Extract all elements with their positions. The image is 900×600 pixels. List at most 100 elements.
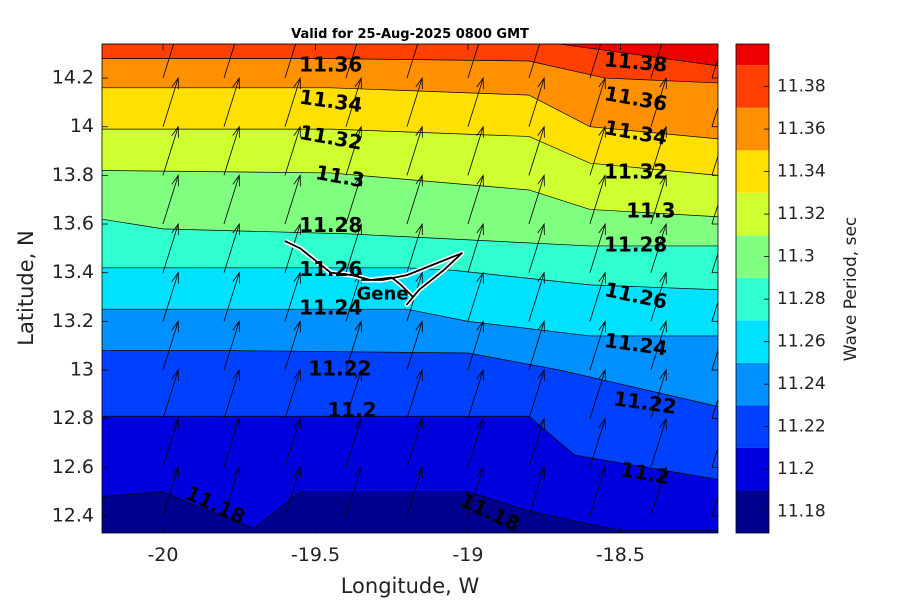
arrow-shaft bbox=[467, 272, 484, 322]
arrow-head bbox=[598, 271, 606, 284]
arrow-shaft bbox=[406, 321, 423, 371]
arrow-head bbox=[721, 78, 728, 89]
y-tick-label: 13 bbox=[70, 359, 94, 381]
contour-label: 11.26 bbox=[299, 257, 362, 281]
vector-arrow bbox=[589, 466, 606, 517]
vector-arrow bbox=[711, 349, 718, 371]
vector-arrow bbox=[406, 125, 423, 176]
colorbar-frame bbox=[735, 43, 770, 534]
arrow-shaft bbox=[223, 223, 240, 273]
arrow-shaft bbox=[711, 105, 718, 127]
contour-lines bbox=[102, 44, 718, 531]
arrow-head bbox=[721, 127, 728, 138]
vector-arrow bbox=[711, 78, 728, 127]
vector-arrow bbox=[650, 320, 667, 371]
vector-arrow bbox=[284, 76, 301, 127]
arrow-head bbox=[537, 125, 545, 138]
arrow-head bbox=[171, 125, 179, 138]
arrow-shaft bbox=[162, 467, 179, 517]
vector-arrow bbox=[589, 271, 606, 322]
arrow-shaft bbox=[589, 175, 606, 225]
arrow-head bbox=[415, 320, 423, 333]
arrow-head bbox=[354, 466, 362, 479]
arrow-head bbox=[476, 320, 484, 333]
arrow-head bbox=[354, 76, 362, 90]
arrow-shaft bbox=[467, 369, 484, 419]
y-tick-label: 12.8 bbox=[52, 407, 94, 429]
vector-arrow bbox=[223, 320, 240, 371]
contour-band bbox=[102, 170, 718, 246]
colorbar-label: Wave Period, sec bbox=[841, 217, 861, 362]
vector-arrow bbox=[345, 125, 362, 176]
vector-arrow bbox=[284, 271, 301, 322]
arrow-head bbox=[293, 466, 301, 479]
arrow-head bbox=[293, 368, 301, 382]
y-tick-label: 13.2 bbox=[52, 310, 94, 332]
vector-arrow bbox=[528, 125, 545, 176]
vector-arrow bbox=[467, 44, 480, 79]
arrow-shaft bbox=[467, 44, 480, 79]
arrow-shaft bbox=[345, 467, 362, 517]
contour-band bbox=[102, 44, 718, 83]
contour-label: 11.38 bbox=[603, 47, 668, 76]
colorbar-swatch bbox=[736, 405, 769, 448]
vector-arrow bbox=[406, 417, 423, 468]
vector-arrow bbox=[711, 57, 718, 79]
arrow-head bbox=[721, 467, 728, 478]
arrow-shaft bbox=[284, 44, 297, 79]
arrow-head bbox=[598, 125, 606, 138]
contour-band bbox=[102, 350, 718, 480]
vector-arrow bbox=[406, 76, 423, 127]
arrow-head bbox=[537, 174, 545, 187]
x-tick-label: -19 bbox=[452, 544, 483, 566]
vector-arrow bbox=[650, 222, 667, 273]
x-axis: -20 -19.5 -19 -18.5 bbox=[147, 44, 645, 566]
vector-arrow bbox=[711, 467, 728, 517]
arrow-shaft bbox=[650, 369, 667, 419]
colorbar-swatch bbox=[736, 277, 769, 321]
vector-arrow bbox=[162, 320, 179, 371]
chart-title: Valid for 25-Aug-2025 0800 GMT bbox=[291, 27, 529, 42]
arrow-shaft bbox=[589, 77, 606, 127]
vector-arrow bbox=[223, 271, 240, 322]
arrow-shaft bbox=[406, 223, 423, 273]
arrow-shaft bbox=[650, 126, 667, 176]
vector-arrow bbox=[223, 76, 240, 127]
arrow-head bbox=[293, 271, 301, 284]
arrow-shaft bbox=[162, 77, 179, 127]
vector-arrow bbox=[162, 125, 179, 176]
vector-arrow bbox=[650, 271, 667, 322]
contour-line bbox=[102, 87, 718, 140]
vector-arrow bbox=[467, 222, 484, 273]
contour-label: 11.22 bbox=[308, 357, 371, 381]
arrow-shaft bbox=[711, 397, 718, 419]
vector-arrows bbox=[162, 44, 728, 517]
colorbar-tick-label: 11.2 bbox=[777, 459, 815, 479]
arrow-shaft bbox=[345, 126, 362, 176]
colorbar-swatch bbox=[736, 192, 769, 236]
arrow-shaft bbox=[711, 349, 718, 371]
arrow-head bbox=[476, 368, 484, 382]
vector-arrow bbox=[406, 466, 423, 517]
vector-arrow bbox=[162, 417, 179, 468]
arrow-shaft bbox=[345, 418, 362, 468]
arrow-head bbox=[232, 76, 240, 90]
arrow-shaft bbox=[284, 77, 301, 127]
vector-arrow bbox=[345, 174, 362, 225]
arrow-shaft bbox=[650, 44, 663, 79]
vector-arrow bbox=[528, 368, 545, 419]
arrow-head bbox=[598, 466, 606, 479]
vector-arrow bbox=[711, 397, 718, 419]
arrow-head bbox=[232, 368, 240, 382]
contour-line bbox=[102, 170, 718, 218]
arrow-head bbox=[354, 174, 362, 187]
vector-arrow bbox=[650, 76, 667, 127]
colorbar-tick-label: 11.38 bbox=[777, 77, 826, 97]
vector-arrow bbox=[528, 417, 545, 468]
vector-arrow bbox=[589, 417, 606, 468]
contour-label: 11.2 bbox=[327, 398, 376, 422]
arrow-shaft bbox=[345, 321, 362, 371]
arrow-head bbox=[293, 76, 301, 90]
y-tick-label: 12.6 bbox=[52, 456, 94, 478]
y-tick-label: 13.8 bbox=[52, 164, 94, 186]
